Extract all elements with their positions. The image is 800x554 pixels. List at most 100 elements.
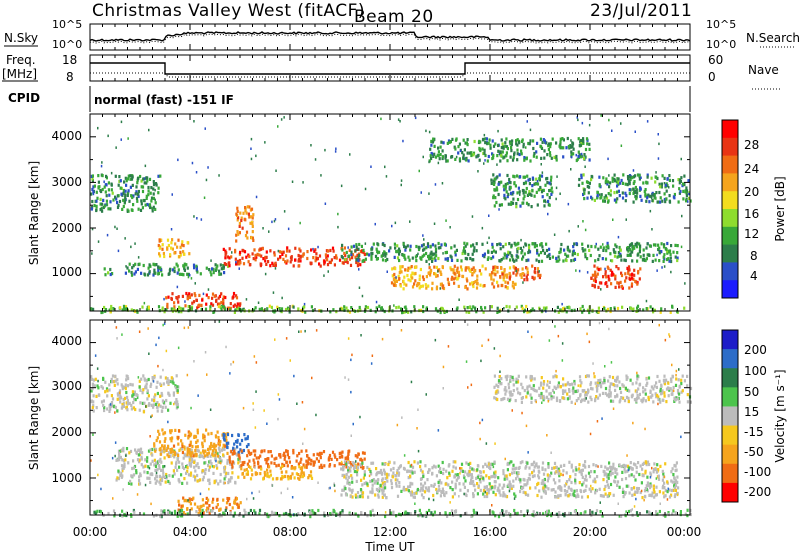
echo-cell — [247, 212, 250, 216]
echo-cell — [189, 473, 192, 477]
echo-cell — [285, 261, 288, 265]
echo-cell — [176, 468, 179, 472]
echo-cell — [140, 199, 143, 203]
echo-cell — [680, 382, 683, 386]
echo-cell — [120, 383, 123, 387]
echo-cell — [534, 267, 537, 271]
echo-cell — [656, 176, 659, 181]
echo-cell — [248, 215, 251, 219]
echo-cell — [122, 466, 125, 470]
echo-cell — [662, 472, 665, 476]
echo-cell — [139, 447, 143, 451]
echo-cell — [111, 374, 115, 378]
echo-cell — [372, 478, 375, 482]
echo-cell — [504, 273, 507, 277]
echo-cell — [470, 153, 473, 158]
echo-cell — [347, 470, 350, 474]
echo-cell — [670, 493, 673, 497]
echo-cell — [215, 267, 218, 271]
noise-cell — [148, 128, 150, 132]
echo-cell — [105, 194, 108, 198]
echo-cell — [116, 409, 119, 413]
echo-cell — [646, 175, 649, 179]
echo-cell — [461, 274, 464, 278]
echo-cell — [520, 304, 523, 308]
echo-cell — [391, 274, 394, 278]
echo-cell — [508, 276, 511, 280]
noise-cell — [545, 200, 547, 204]
echo-cell — [404, 248, 407, 252]
echo-cell — [207, 498, 210, 502]
echo-cell — [220, 448, 224, 452]
echo-cell — [410, 265, 413, 269]
echo-cell — [439, 466, 442, 471]
echo-cell — [676, 256, 679, 260]
echo-cell — [207, 451, 211, 455]
echo-cell — [209, 447, 212, 451]
echo-cell — [387, 460, 391, 465]
echo-cell — [435, 487, 438, 492]
echo-cell — [235, 212, 238, 216]
echo-cell — [355, 479, 358, 483]
noise-cell — [277, 125, 279, 128]
echo-cell — [207, 463, 210, 468]
echo-cell — [528, 245, 531, 250]
echo-cell — [172, 393, 175, 397]
echo-cell — [506, 286, 509, 290]
echo-cell — [306, 454, 309, 458]
echo-cell — [269, 469, 272, 473]
echo-cell — [183, 447, 186, 451]
echo-cell — [631, 493, 634, 497]
echo-cell — [589, 395, 592, 399]
echo-cell — [673, 483, 676, 487]
echo-cell — [468, 151, 471, 155]
echo-cell — [356, 473, 359, 477]
echo-cell — [617, 189, 620, 193]
echo-cell — [597, 257, 600, 262]
echo-cell — [444, 156, 447, 160]
echo-cell — [152, 180, 155, 184]
echo-cell — [610, 273, 613, 277]
echo-cell — [406, 273, 409, 278]
echo-cell — [439, 270, 442, 274]
echo-cell — [90, 207, 93, 211]
echo-cell — [281, 474, 284, 479]
echo-cell — [332, 249, 335, 253]
echo-cell — [547, 476, 550, 480]
echo-cell — [394, 283, 397, 288]
echo-cell — [500, 203, 503, 207]
echo-cell — [377, 478, 380, 482]
echo-cell — [166, 377, 169, 381]
echo-cell — [425, 246, 428, 250]
echo-cell — [549, 178, 553, 182]
echo-cell — [167, 451, 171, 455]
echo-cell — [381, 491, 384, 495]
echo-cell — [145, 196, 148, 200]
echo-cell — [140, 271, 143, 275]
noise-cell — [337, 212, 339, 216]
echo-cell — [222, 297, 225, 302]
echo-cell — [533, 194, 536, 198]
echo-cell — [211, 292, 215, 296]
echo-cell — [107, 188, 110, 192]
echo-cell — [160, 478, 164, 483]
echo-cell — [217, 304, 220, 309]
echo-cell — [547, 465, 550, 469]
echo-cell — [524, 190, 527, 194]
echo-cell — [594, 270, 597, 274]
echo-cell — [122, 188, 125, 193]
echo-cell — [422, 248, 425, 252]
echo-cell — [159, 404, 162, 408]
echo-cell — [247, 464, 250, 468]
echo-cell — [121, 387, 124, 391]
echo-cell — [467, 473, 470, 477]
echo-cell — [193, 465, 196, 469]
echo-cell — [377, 493, 380, 497]
echo-cell — [236, 259, 239, 264]
echo-cell — [313, 462, 316, 466]
echo-cell — [302, 471, 305, 475]
echo-cell — [155, 438, 158, 443]
echo-cell — [537, 476, 541, 480]
echo-cell — [508, 242, 511, 246]
echo-cell — [646, 481, 649, 485]
